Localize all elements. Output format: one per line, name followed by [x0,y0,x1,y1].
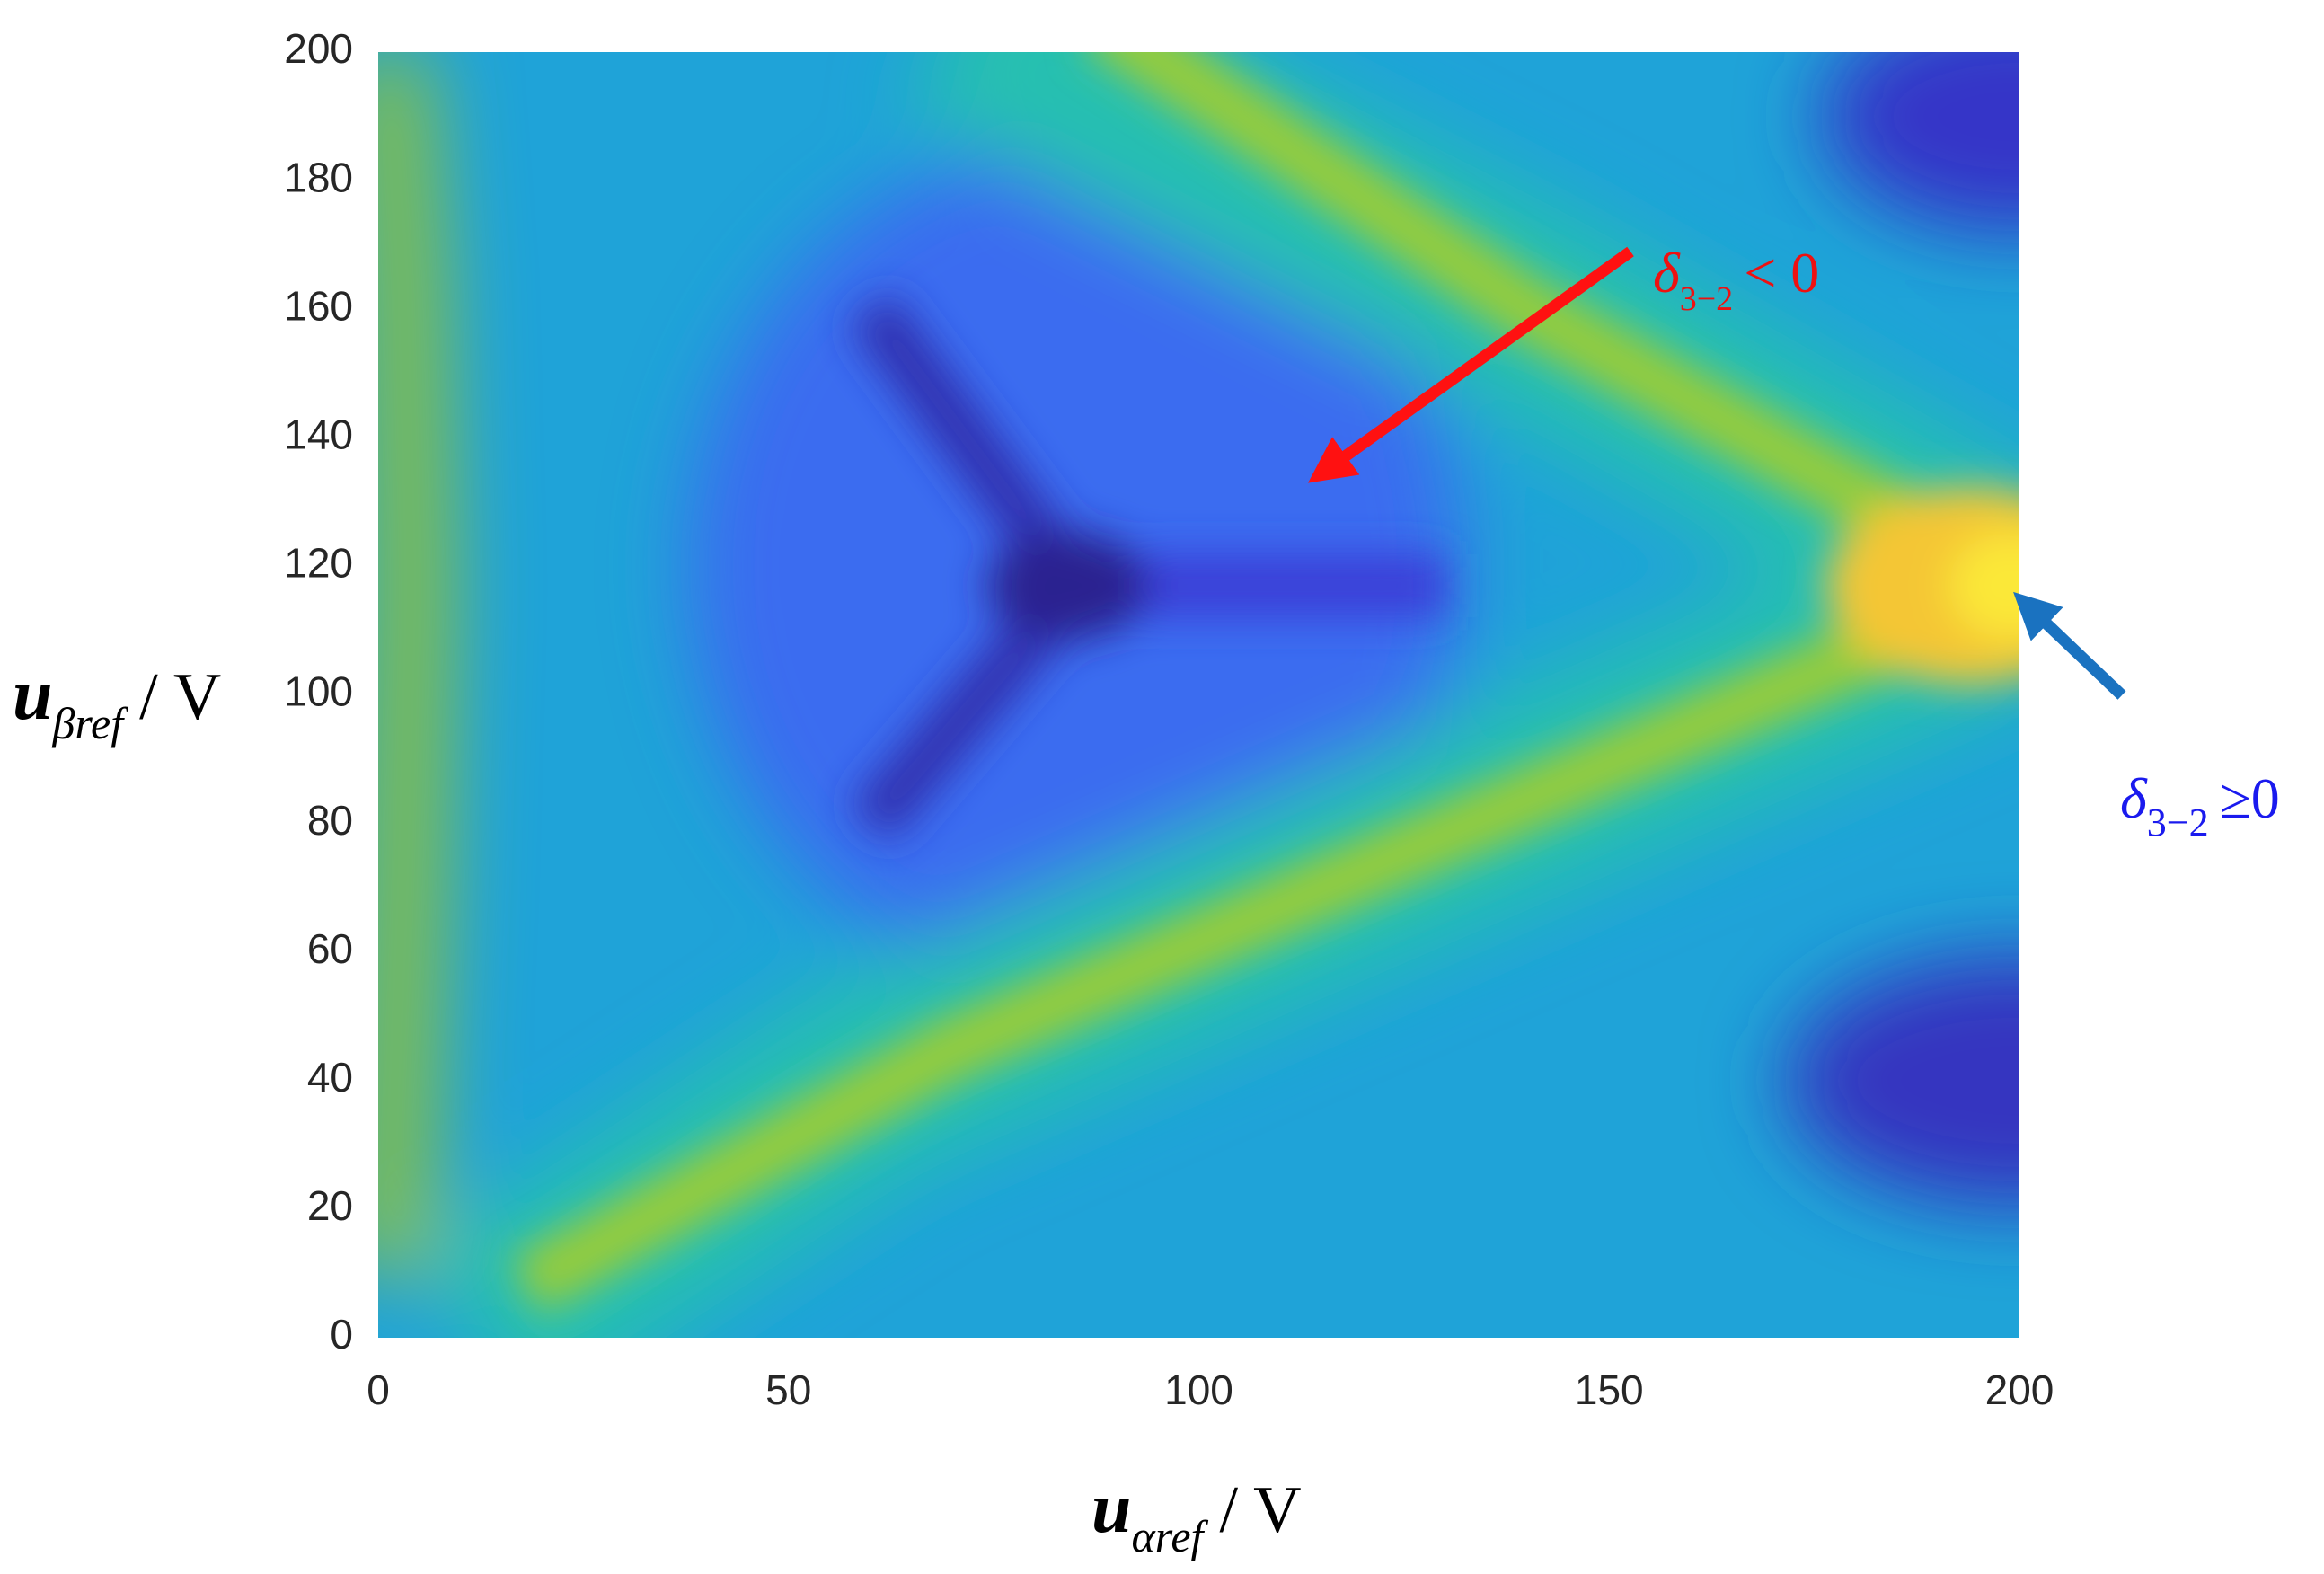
yellow-tip [1826,486,2019,685]
y-tick-label: 40 [307,1054,353,1101]
x-tick-label: 0 [367,1366,390,1413]
green-band [510,556,2019,1314]
y-tick-label: 100 [284,668,353,715]
x-tick-label: 200 [1985,1366,2054,1413]
dark-spot [1822,52,2019,234]
x-tick-label: 150 [1575,1366,1644,1413]
left-band [378,52,452,1276]
unit: / V [139,660,221,734]
y-tick-label: 200 [284,25,353,72]
annotation: δ3−2 ≥0 [2120,766,2280,844]
symbol: u [1091,1469,1132,1548]
subscript: 3−2 [1680,280,1733,318]
subscript: βref [52,698,129,748]
annotation-arrow [1307,246,1634,483]
green-band [1091,52,2019,614]
subscript: 3−2 [2147,800,2209,844]
annotation: δ3−2 < 0 [1653,241,1819,318]
dark-spot [1786,954,2019,1207]
y-tick-label: 120 [284,540,353,587]
heatmap-detail [510,52,2019,1314]
y-tick-label: 0 [330,1311,353,1357]
symbol: u [13,656,53,735]
relation: ≥0 [2220,766,2280,830]
symbol: δ [2120,766,2148,830]
y-tick-label: 180 [284,154,353,200]
heatmap [378,52,2019,1338]
yellow-tip [1948,531,2019,640]
y-tick-label: 80 [307,797,353,844]
x-tick-label: 100 [1164,1366,1233,1413]
y-tick-label: 60 [307,925,353,972]
relation: < 0 [1744,241,1819,305]
dark-center [986,531,1149,640]
x-tick-label: 50 [765,1366,811,1413]
y-tick-label: 20 [307,1182,353,1229]
unit: / V [1219,1473,1301,1547]
y-tick-label: 160 [284,282,353,329]
y-axis-label: uβref / V [13,656,221,748]
symbol: δ [1653,241,1681,305]
subscript: αref [1132,1511,1209,1561]
y-tick-label: 140 [284,411,353,457]
x-axis-label: uαref / V [1091,1469,1302,1561]
annotation-arrow [2013,591,2126,700]
